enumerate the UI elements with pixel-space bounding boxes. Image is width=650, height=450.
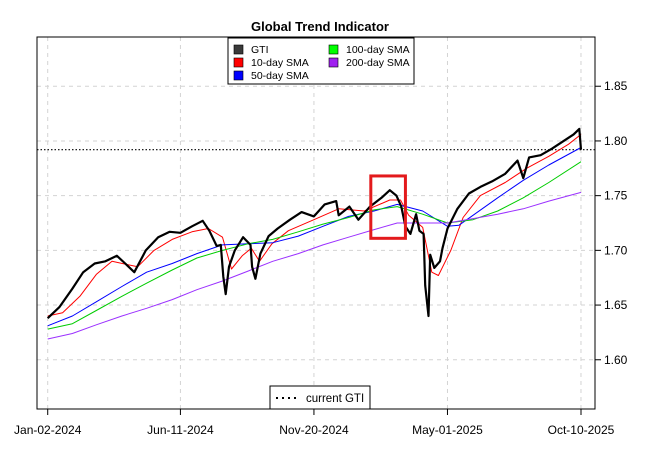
series-legend-box <box>227 37 415 85</box>
reference-legend-label: current GTI <box>306 393 364 405</box>
series-line-10-day-sma <box>47 134 582 317</box>
chart-title: Global Trend Indicator <box>251 19 389 34</box>
axes: Jan-02-2024 Jun-11-2024 Nov-20-2024 May-01-… <box>14 79 628 437</box>
x-tick-label-2: Nov-20-2024 <box>279 423 349 437</box>
y-tick-label-4: 1.80 <box>604 134 628 148</box>
y-tick-label-5: 1.85 <box>604 79 628 93</box>
x-tick-label-3: May-01-2025 <box>412 423 483 437</box>
legend-label-100-day-sma: 100-day SMA <box>346 44 410 56</box>
legend-label-200-day-sma: 200-day SMA <box>346 57 410 69</box>
x-tick-label-1: Jun-11-2024 <box>147 423 214 437</box>
series-line-50-day-sma <box>47 147 582 327</box>
legend-swatch-100-day-sma <box>328 44 339 55</box>
series-line-200-day-sma <box>47 191 582 340</box>
reference-legend-box <box>269 385 371 410</box>
series-line-100-day-sma <box>47 161 582 330</box>
legend-label-50-day-sma: 50-day SMA <box>251 70 309 82</box>
legend-swatch-gti <box>233 44 244 55</box>
legend-swatch-200-day-sma <box>328 57 339 68</box>
y-tick-label-3: 1.75 <box>604 189 628 203</box>
grid-lines <box>37 37 595 409</box>
reference-legend: current GTI <box>269 385 371 410</box>
y-tick-label-1: 1.65 <box>604 298 628 312</box>
y-tick-label-2: 1.70 <box>604 243 628 257</box>
legend-label-gti: GTI <box>251 44 269 56</box>
series-lines <box>46 127 583 340</box>
series-line-gti <box>46 127 583 319</box>
highlight-box <box>369 174 407 240</box>
x-tick-label-0: Jan-02-2024 <box>14 423 82 437</box>
legend-label-10-day-sma: 10-day SMA <box>251 57 309 69</box>
x-tick-label-4: Oct-10-2025 <box>548 423 615 437</box>
y-tick-label-0: 1.60 <box>604 353 628 367</box>
legend-swatch-50-day-sma <box>233 70 244 81</box>
highlight-group <box>369 174 407 240</box>
plot-frame <box>36 36 596 410</box>
legend-swatch-10-day-sma <box>233 57 244 68</box>
